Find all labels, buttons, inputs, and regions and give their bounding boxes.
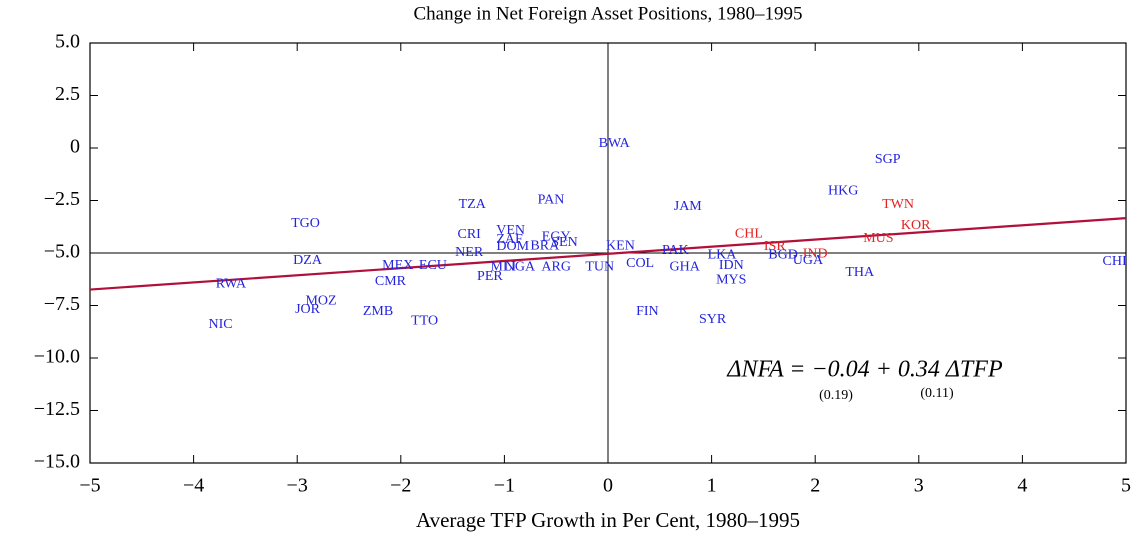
point-label: ZMB [363, 304, 393, 319]
se-slope: (0.11) [920, 386, 954, 401]
x-tick-label: −5 [79, 475, 100, 497]
point-label: EGY [542, 229, 571, 244]
point-label: BRA [530, 238, 560, 253]
point-label: HKG [828, 183, 858, 198]
y-tick-label: −7.5 [44, 293, 80, 315]
point-label: FIN [636, 304, 659, 319]
point-label: TUN [585, 259, 614, 274]
point-label: ARG [541, 259, 571, 274]
point-label: THA [845, 265, 875, 280]
x-tick-label: 3 [914, 475, 924, 497]
point-label: ISR [764, 239, 786, 254]
equation: ΔNFA = −0.04 + 0.34 ΔTFP [726, 357, 1003, 383]
point-label: PAN [538, 192, 565, 207]
point-label: JOR [295, 302, 321, 317]
y-tick-label: 0 [70, 136, 80, 158]
point-label: DOM [496, 239, 529, 254]
y-tick-label: −10.0 [34, 346, 80, 368]
fit-line [89, 217, 1127, 291]
x-tick-label: 5 [1121, 475, 1131, 497]
point-label: CMR [375, 274, 407, 289]
point-label: UGA [793, 253, 824, 268]
point-label: BGD [768, 247, 798, 262]
point-label: KEN [606, 238, 635, 253]
point-label: DZA [293, 253, 323, 268]
point-label: MUS [863, 231, 893, 246]
point-label: IND [803, 246, 828, 261]
point-label: RWA [216, 276, 247, 291]
point-label: MEX [382, 258, 413, 273]
point-label: PAK [662, 243, 689, 258]
x-tick-label: 1 [707, 475, 717, 497]
y-tick-label: −2.5 [44, 188, 80, 210]
x-tick-label: 2 [810, 475, 820, 497]
point-label: PER [477, 269, 503, 284]
point-label: SYR [699, 312, 727, 327]
point-label: GHA [669, 259, 700, 274]
point-label: NGA [505, 259, 536, 274]
point-label: MOZ [305, 293, 336, 308]
y-tick-label: 5.0 [55, 31, 80, 53]
x-tick-label: 0 [603, 475, 613, 497]
point-label: MYS [716, 272, 746, 287]
y-tick-label: −12.5 [34, 398, 80, 420]
point-label: CHL [735, 226, 763, 241]
point-label: NIC [208, 317, 232, 332]
x-tick-label: 4 [1017, 475, 1027, 497]
y-tick-label: −15.0 [34, 451, 80, 473]
y-tick-label: 2.5 [55, 83, 80, 105]
x-tick-label: −1 [494, 475, 515, 497]
x-tick-label: −2 [390, 475, 411, 497]
point-label: TGO [291, 216, 320, 231]
point-label: MLI [491, 259, 517, 274]
point-label: IDN [719, 258, 744, 273]
point-label: TTO [411, 313, 438, 328]
point-label: CRI [458, 227, 482, 242]
point-label: ECU [419, 258, 447, 273]
x-axis-label: Average TFP Growth in Per Cent, 1980–199… [416, 508, 800, 532]
point-label: COL [626, 256, 654, 271]
point-label: SGP [875, 152, 901, 167]
point-label: CHI [1103, 254, 1127, 269]
point-label: BWA [599, 136, 631, 151]
point-label: NER [455, 245, 484, 260]
point-label: VEN [496, 223, 525, 238]
chart-title: Change in Net Foreign Asset Positions, 1… [414, 3, 803, 24]
point-label: JAM [674, 199, 703, 214]
point-label: SEN [551, 235, 577, 250]
se-intercept: (0.19) [819, 388, 853, 403]
point-label: LKA [708, 247, 738, 262]
point-label: TWN [882, 197, 914, 212]
x-tick-label: −4 [183, 475, 204, 497]
x-tick-label: −3 [287, 475, 308, 497]
y-tick-label: −5.0 [44, 241, 80, 263]
point-label: KOR [901, 218, 931, 233]
point-label: TZA [459, 197, 487, 212]
point-label: ZAF [496, 232, 523, 247]
